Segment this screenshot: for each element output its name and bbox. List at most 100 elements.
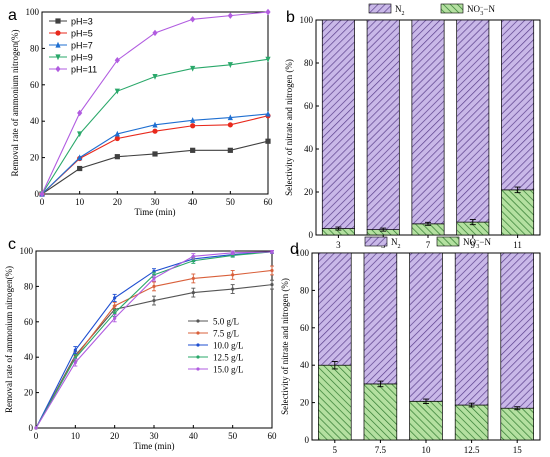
legend-marker: [55, 18, 61, 24]
data-point: [190, 16, 196, 23]
y-tick-label: 100: [26, 7, 40, 17]
data-point: [265, 110, 271, 117]
y-axis-label: Selectivity of nitrate and nitrogen (%): [284, 59, 294, 196]
legend-label: NO− 3−N: [463, 237, 491, 250]
data-point: [77, 165, 83, 172]
legend-swatch: [368, 3, 392, 14]
series-line-0: [41, 140, 269, 195]
y-tick-label: 60: [300, 323, 310, 333]
y-tick-label: 60: [24, 317, 34, 327]
bar-segment-3-top: [321, 19, 355, 229]
panel-label-a: a: [8, 7, 17, 24]
legend-label: pH=3: [71, 17, 93, 27]
legend-label: 5.0 g/L: [213, 317, 239, 327]
y-tick-label: 80: [304, 58, 314, 68]
legend-marker: [196, 355, 200, 359]
y-tick-label: 40: [300, 360, 310, 370]
data-point: [113, 304, 117, 308]
data-point: [270, 283, 274, 287]
data-point: [231, 273, 235, 277]
y-tick-label: 0: [309, 230, 314, 240]
data-point: [114, 57, 120, 64]
legend-marker: [196, 343, 200, 347]
bar-segment-15-top: [500, 252, 534, 409]
x-tick-label: 0: [34, 431, 39, 441]
legend-label: pH=11: [71, 65, 97, 75]
data-point: [114, 154, 120, 160]
x-tick-label: 15: [513, 445, 523, 455]
bar-segment-10-bottom: [409, 400, 443, 441]
legend-marker: [196, 367, 200, 371]
bar-segment-10-top: [409, 252, 443, 402]
data-point: [265, 8, 271, 16]
data-point: [191, 290, 195, 295]
data-point: [227, 114, 233, 121]
data-point: [113, 316, 117, 320]
data-point: [77, 131, 83, 138]
bar-segment-5-bottom: [318, 364, 352, 441]
bar-segment-12.5-bottom: [454, 404, 489, 441]
x-axis-label: Time (min): [134, 441, 175, 451]
data-point: [73, 348, 77, 352]
data-point: [113, 311, 117, 315]
data-point: [227, 122, 233, 128]
x-tick-label: 10: [71, 431, 81, 441]
y-tick-label: 40: [304, 144, 314, 154]
data-point: [191, 254, 195, 258]
y-tick-label: 60: [304, 101, 314, 111]
legend-label: pH=5: [71, 29, 93, 39]
data-point: [190, 65, 196, 72]
x-tick-label: 30: [150, 431, 160, 441]
data-point: [114, 88, 120, 95]
data-point: [77, 154, 83, 161]
chart-panel-c: 0 10 20 30 40 50 60 Time (min) 0 20 40 60 80 100 Remov…: [4, 246, 277, 451]
y-tick-label: 100: [300, 15, 314, 25]
data-point: [190, 123, 196, 129]
data-point: [39, 190, 45, 198]
x-tick-label: 3: [336, 240, 341, 250]
y-tick-label: 20: [24, 388, 34, 398]
legend-marker: [196, 331, 200, 335]
x-tick-label: 12.5: [464, 445, 480, 455]
y-tick-label: 80: [300, 285, 310, 295]
data-point: [191, 259, 195, 263]
legend-label: pH=7: [71, 41, 93, 51]
chart-panel-b: 0 20 40 60 80 100 Selectivity of nitrate and n…: [284, 3, 541, 250]
bar-segment-15-bottom: [500, 407, 534, 441]
data-point: [227, 62, 233, 68]
x-tick-label: 40: [188, 197, 198, 207]
y-tick-label: 0: [35, 189, 40, 199]
y-tick-label: 100: [20, 246, 34, 256]
chart-panel-a: 0 10 20 30 40 50 60 Time (min) 0 20 40 60 80 100 Remov…: [10, 7, 273, 217]
legend-label: NO− 3−N: [467, 4, 495, 17]
legend-label: 10.0 g/L: [213, 341, 244, 351]
bar-segment-7.5-top: [363, 252, 398, 385]
y-tick-label: 20: [30, 153, 40, 163]
legend-label: 15.0 g/L: [213, 365, 244, 375]
y-tick-label: 100: [296, 248, 310, 258]
legend-marker: [55, 54, 61, 61]
panel-label-d: d: [290, 241, 299, 258]
data-point: [114, 135, 120, 142]
bar-segment-11-bottom: [501, 189, 535, 236]
series-line-4: [41, 11, 269, 195]
bar-segment-9-top: [456, 19, 490, 223]
y-tick-label: 20: [300, 398, 310, 408]
data-point: [34, 426, 38, 430]
data-point: [73, 360, 77, 365]
data-point: [152, 151, 158, 157]
bar-segment-12.5-top: [454, 252, 489, 406]
legend-label: N2: [395, 4, 405, 17]
panel-label-c: c: [8, 236, 16, 253]
y-tick-label: 20: [304, 187, 314, 197]
legend-marker: [55, 41, 61, 48]
data-point: [114, 130, 120, 137]
y-axis-label: Selectivity of nitrate and nitrogen (%): [280, 278, 290, 415]
x-tick-label: 40: [189, 431, 199, 441]
data-point: [152, 74, 158, 80]
y-tick-label: 80: [30, 43, 40, 53]
data-point: [270, 268, 274, 273]
data-point: [227, 147, 233, 153]
x-tick-label: 50: [228, 431, 238, 441]
